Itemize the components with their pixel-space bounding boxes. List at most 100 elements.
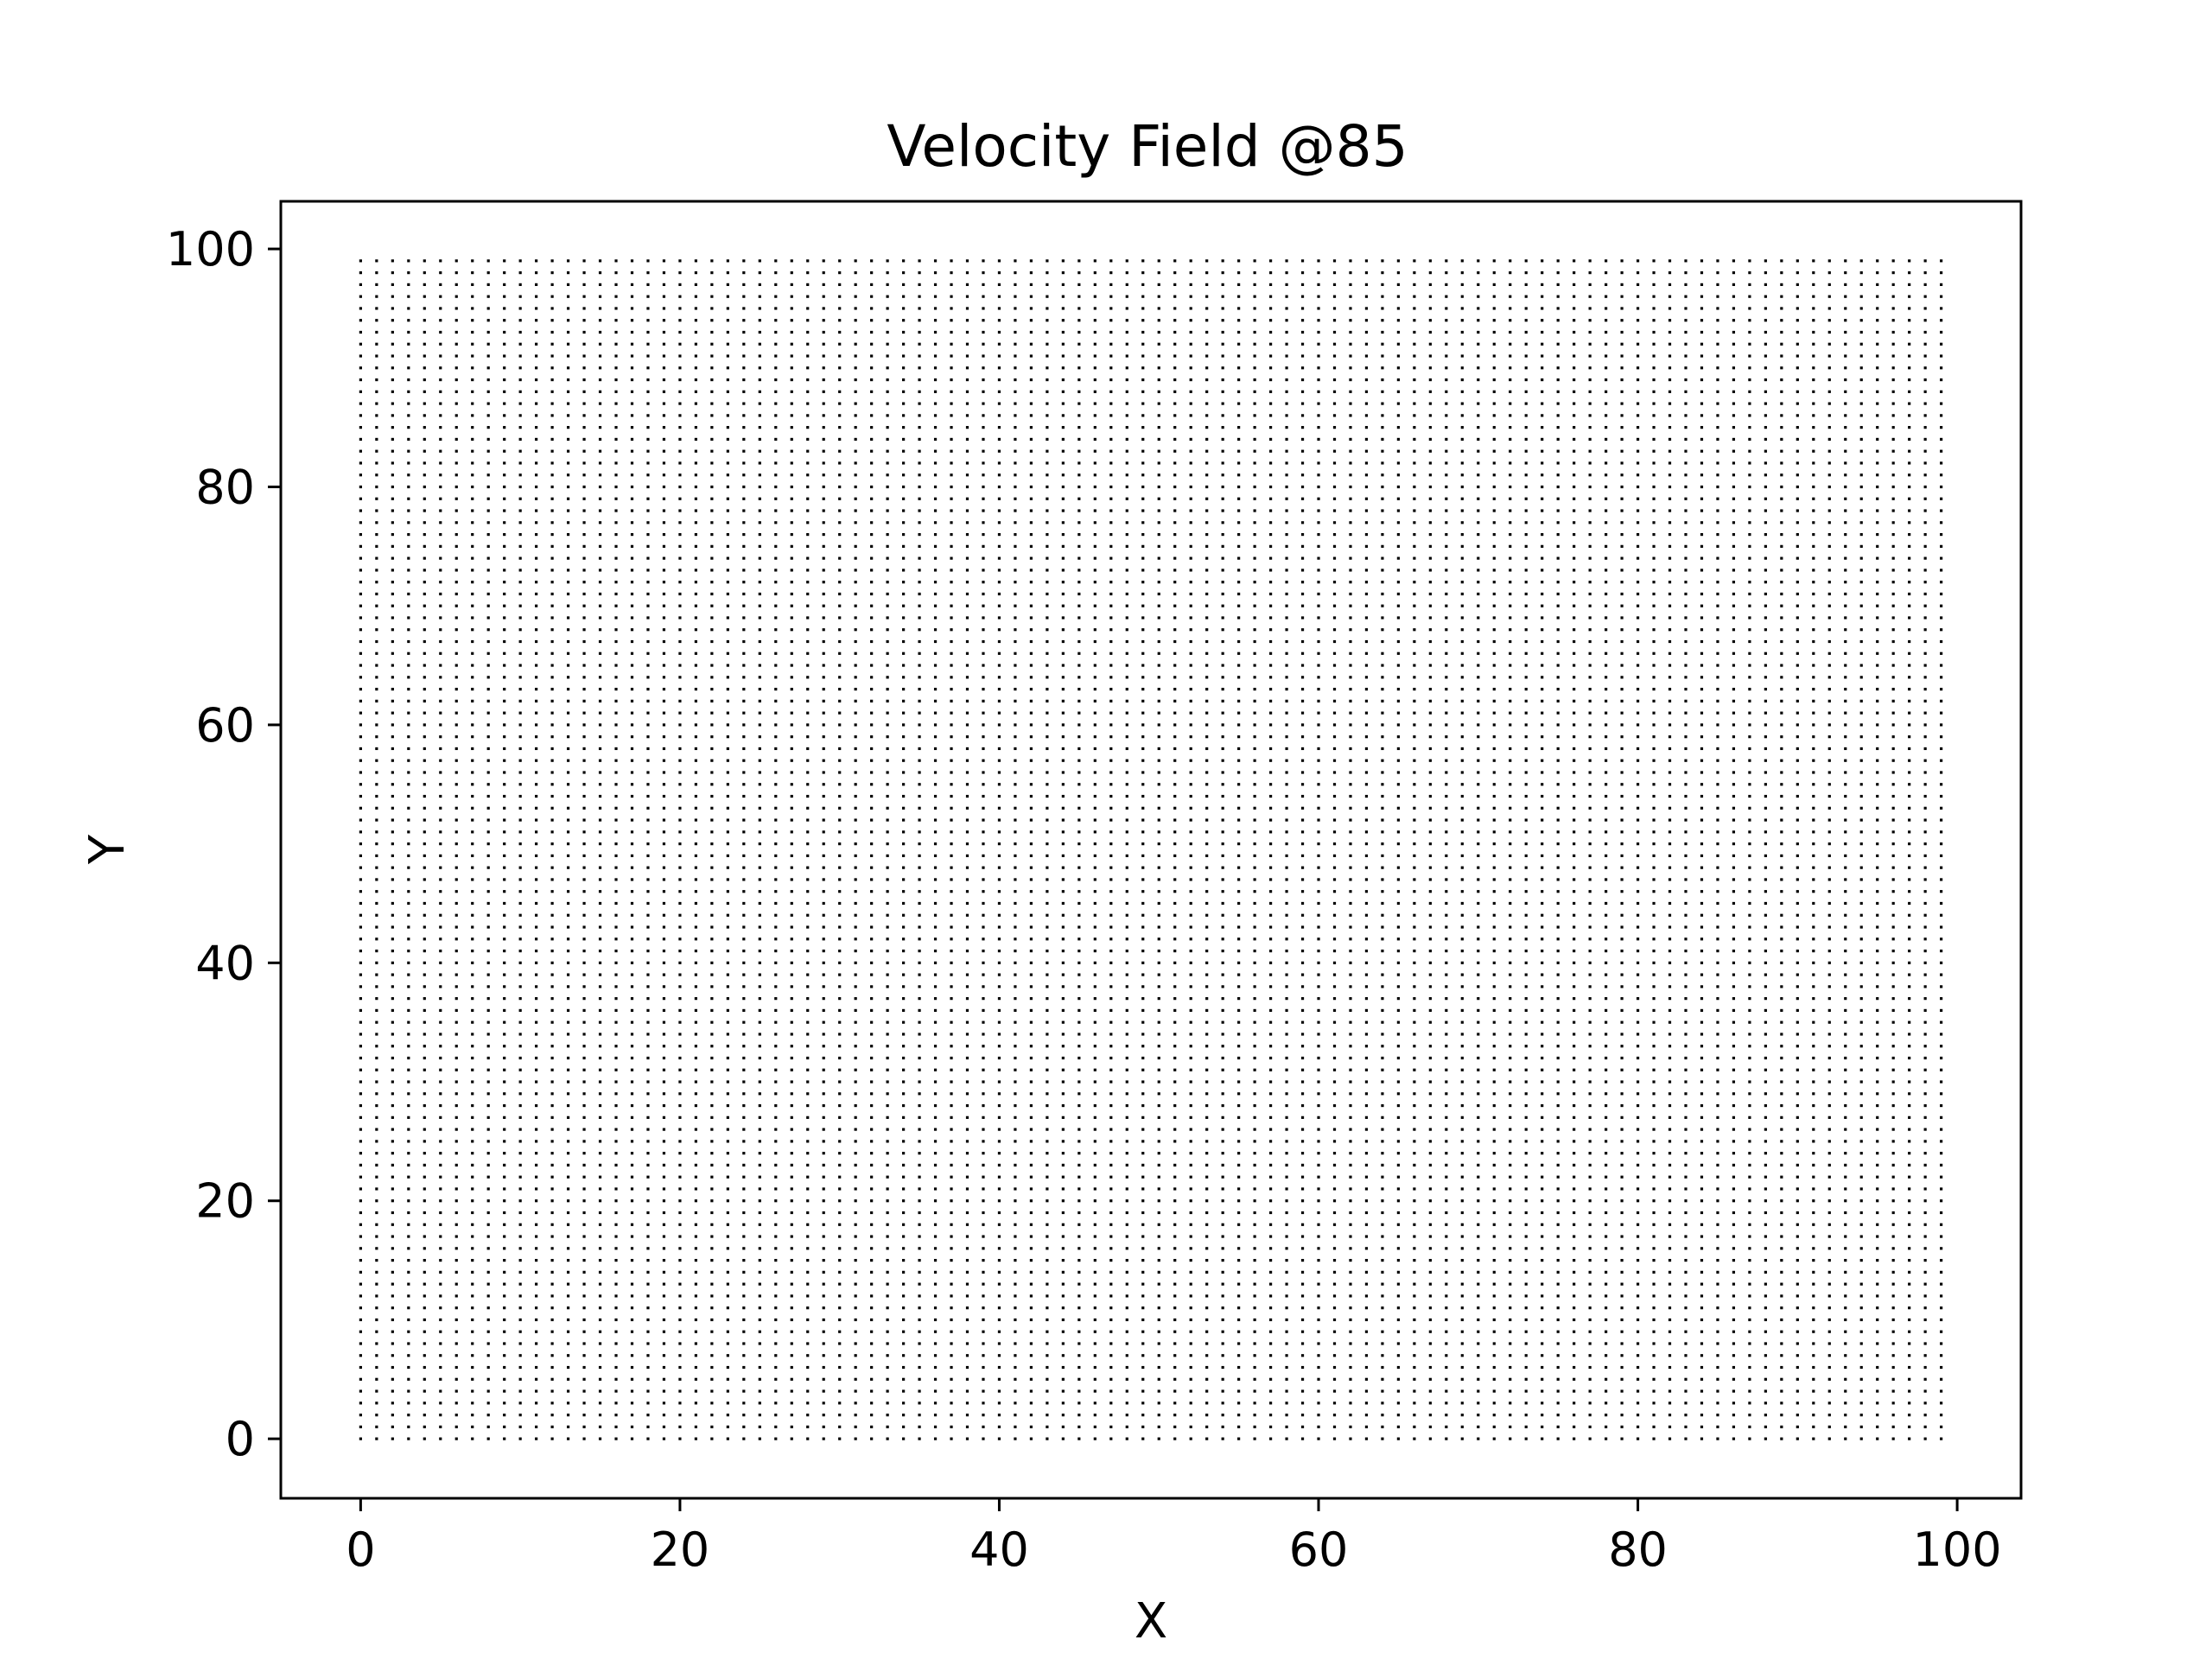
quiver-point (375, 1008, 378, 1012)
quiver-point (1524, 1402, 1528, 1405)
quiver-point (1221, 1342, 1224, 1345)
quiver-point (1796, 1020, 1799, 1024)
quiver-point (1796, 1152, 1799, 1155)
quiver-point (1205, 1223, 1209, 1226)
quiver-point (1652, 1080, 1656, 1084)
quiver-point (454, 1152, 458, 1155)
quiver-point (1652, 1354, 1656, 1357)
quiver-point (1541, 925, 1544, 929)
quiver-point (1061, 985, 1065, 988)
quiver-point (1844, 925, 1847, 929)
quiver-point (918, 938, 921, 941)
quiver-point (1300, 901, 1305, 906)
quiver-point (598, 1235, 602, 1238)
quiver-point (1029, 925, 1033, 929)
quiver-point (838, 913, 842, 917)
quiver-point (1668, 913, 1672, 917)
quiver-point (1268, 901, 1273, 906)
quiver-point (1780, 854, 1783, 857)
quiver-point (1652, 1045, 1656, 1048)
quiver-point (1428, 985, 1432, 988)
quiver-point (1940, 1402, 1943, 1405)
quiver-point (1891, 1318, 1895, 1322)
quiver-point (1620, 925, 1624, 929)
quiver-point (1908, 961, 1911, 964)
quiver-point (630, 961, 634, 964)
quiver-point (1732, 1187, 1736, 1191)
quiver-point (822, 938, 825, 941)
quiver-point (407, 1103, 410, 1108)
quiver-point (1300, 1116, 1305, 1119)
quiver-point (1141, 1342, 1145, 1345)
quiver-point (774, 925, 778, 929)
quiver-point (1189, 1068, 1192, 1071)
quiver-point (518, 854, 522, 857)
quiver-point (598, 866, 602, 869)
quiver-point (1141, 1020, 1145, 1024)
quiver-point (1093, 1175, 1096, 1179)
quiver-point (1668, 1080, 1672, 1084)
quiver-point (886, 1425, 889, 1428)
quiver-point (1477, 1425, 1480, 1428)
quiver-point (1684, 1247, 1688, 1250)
quiver-point (1253, 1056, 1256, 1060)
quiver-point (614, 1103, 618, 1108)
quiver-point (1205, 1235, 1209, 1238)
quiver-point (1780, 1116, 1783, 1119)
quiver-point (1780, 1247, 1783, 1250)
quiver-point (423, 1414, 426, 1417)
quiver-point (1125, 997, 1128, 1001)
quiver-point (471, 1080, 474, 1084)
quiver-point (965, 1199, 969, 1203)
quiver-point (1061, 1199, 1065, 1203)
quiver-point (1205, 1092, 1209, 1096)
quiver-point (1381, 1318, 1384, 1322)
quiver-point (726, 1056, 729, 1060)
quiver-point (1317, 1128, 1320, 1131)
quiver-point (518, 1402, 522, 1405)
quiver-point (1173, 901, 1177, 906)
quiver-point (1300, 1128, 1305, 1131)
quiver-point (1573, 1116, 1576, 1119)
quiver-point (694, 1294, 697, 1298)
quiver-point (1844, 949, 1847, 953)
quiver-point (1940, 1056, 1943, 1060)
quiver-point (1636, 1258, 1640, 1262)
quiver-point (1061, 1008, 1065, 1012)
quiver-point (1237, 1163, 1241, 1167)
quiver-point (822, 1402, 825, 1405)
quiver-point (423, 1437, 426, 1440)
quiver-point (1349, 1294, 1352, 1298)
quiver-point (822, 1175, 825, 1179)
quiver-point (1317, 866, 1320, 869)
quiver-point (997, 1152, 1001, 1155)
quiver-point (1061, 938, 1065, 941)
quiver-point (1477, 1163, 1480, 1167)
quiver-point (1445, 1008, 1448, 1012)
quiver-point (758, 1247, 761, 1250)
quiver-point (1716, 1306, 1719, 1310)
quiver-point (854, 1306, 857, 1310)
quiver-point (742, 854, 746, 857)
quiver-point (582, 913, 586, 917)
quiver-point (1684, 997, 1688, 1001)
quiver-point (710, 890, 714, 893)
quiver-point (1460, 1389, 1464, 1393)
quiver-point (391, 1008, 394, 1012)
quiver-point (486, 1056, 490, 1060)
quiver-point (1125, 1389, 1128, 1393)
quiver-point (1381, 1282, 1384, 1286)
quiver-point (710, 1282, 714, 1286)
quiver-point (1077, 1092, 1081, 1096)
quiver-point (694, 985, 697, 988)
quiver-point (870, 1282, 874, 1286)
quiver-point (1556, 985, 1560, 988)
quiver-point (1300, 1306, 1305, 1310)
quiver-point (1349, 985, 1352, 988)
quiver-point (997, 1175, 1001, 1179)
quiver-point (1285, 1103, 1288, 1108)
quiver-point (1221, 1163, 1224, 1167)
quiver-point (1157, 1163, 1160, 1167)
quiver-point (838, 1389, 842, 1393)
quiver-point (1620, 1437, 1624, 1440)
